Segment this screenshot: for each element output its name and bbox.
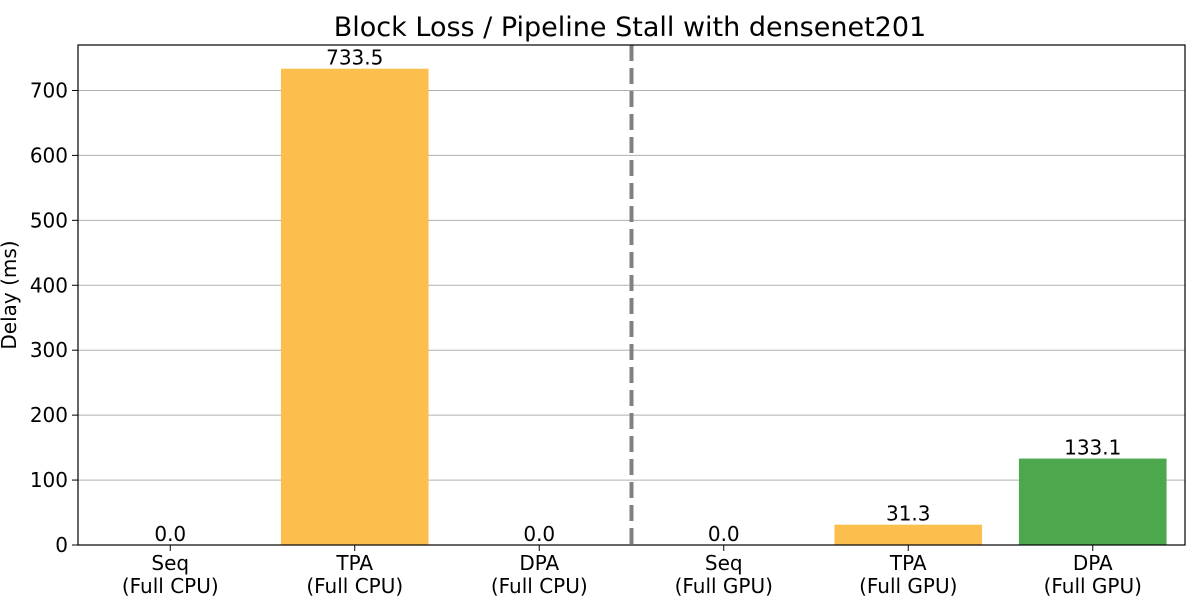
x-axis-ticks: Seq (Full CPU) TPA (Full CPU) DPA (Full CPU) S… [122,545,1142,598]
y-tick-label: 700 [30,78,68,102]
x-tick-label: TPA (Full GPU) [859,551,957,598]
bar [1018,458,1167,545]
data-label: 0.0 [523,522,555,546]
x-tick-label: TPA (Full CPU) [306,551,403,598]
chart-title: Block Loss / Pipeline Stall with densene… [334,12,926,43]
x-tick-label: Seq (Full CPU) [122,551,219,598]
y-tick-label: 0 [55,533,68,557]
data-label: 0.0 [708,522,740,546]
bar [834,524,983,545]
data-label: 733.5 [326,46,383,70]
data-label: 0.0 [154,522,186,546]
bar [280,68,429,546]
x-tick-label: Seq (Full GPU) [675,551,773,598]
y-tick-label: 300 [30,338,68,362]
x-tick-label: DPA (Full CPU) [491,551,588,598]
y-tick-label: 200 [30,403,68,427]
data-label: 31.3 [886,502,931,526]
y-tick-label: 600 [30,143,68,167]
y-axis-ticks: 0 100 200 300 400 500 600 700 [30,78,78,557]
data-labels: 0.0 733.5 0.0 0.0 31.3 133.1 [154,46,1121,546]
bars [280,68,1167,546]
x-tick-label: DPA (Full GPU) [1044,551,1142,598]
y-tick-label: 400 [30,273,68,297]
y-tick-label: 500 [30,208,68,232]
y-axis-label: Delay (ms) [0,240,21,349]
data-label: 133.1 [1064,436,1121,460]
y-tick-label: 100 [30,468,68,492]
plot-frame [77,44,1186,546]
